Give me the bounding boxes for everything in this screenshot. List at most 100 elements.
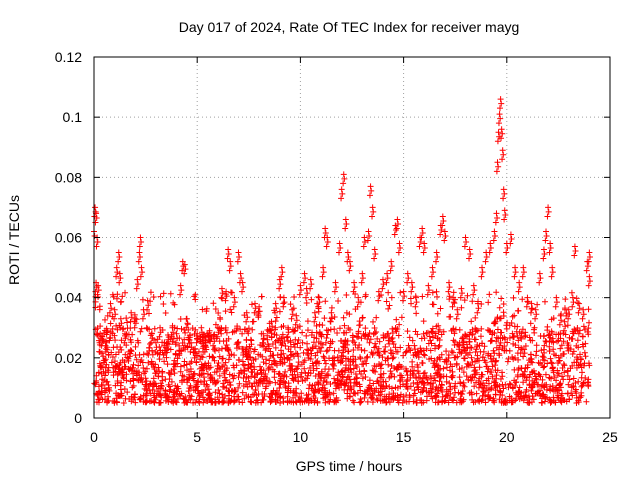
data-point — [366, 339, 373, 346]
data-point — [573, 295, 580, 302]
data-point — [339, 349, 346, 356]
data-point — [483, 254, 490, 261]
data-point — [373, 329, 380, 336]
data-point — [290, 341, 297, 348]
data-point — [493, 334, 500, 341]
data-point — [356, 399, 363, 406]
data-point — [581, 349, 588, 356]
data-point — [188, 368, 195, 375]
data-point — [293, 312, 300, 319]
data-point — [150, 375, 157, 382]
data-point — [392, 222, 399, 229]
data-point — [558, 399, 565, 406]
data-point — [361, 332, 368, 339]
data-point — [151, 394, 158, 401]
data-point — [164, 361, 171, 368]
data-point — [532, 352, 539, 359]
data-point — [494, 159, 501, 166]
data-point — [335, 372, 342, 379]
data-point — [283, 373, 290, 380]
data-point — [481, 357, 488, 364]
data-point — [479, 354, 486, 361]
data-point — [126, 353, 133, 360]
data-point — [145, 310, 152, 317]
data-point — [165, 341, 172, 348]
data-point — [243, 309, 250, 316]
data-point — [550, 315, 557, 322]
data-point — [112, 337, 119, 344]
data-point — [343, 291, 350, 298]
data-point — [113, 398, 120, 405]
data-point — [451, 354, 458, 361]
data-point — [521, 350, 528, 357]
data-point — [532, 306, 539, 313]
data-point — [571, 252, 578, 259]
data-point — [548, 338, 555, 345]
data-point — [371, 246, 378, 253]
data-point — [464, 292, 471, 299]
data-point — [315, 303, 322, 310]
data-point — [324, 331, 331, 338]
data-point — [371, 255, 378, 262]
data-point — [236, 254, 243, 261]
data-point — [132, 315, 139, 322]
data-point — [541, 298, 548, 305]
data-point — [537, 360, 544, 367]
data-point — [339, 374, 346, 381]
data-point — [541, 251, 548, 258]
data-point — [546, 249, 553, 256]
data-point — [339, 190, 346, 197]
data-point — [479, 269, 486, 276]
data-point — [264, 336, 271, 343]
data-point — [278, 264, 285, 271]
data-point — [167, 386, 174, 393]
data-point — [520, 379, 527, 386]
x-tick-label: 20 — [499, 429, 515, 445]
data-point — [231, 294, 238, 301]
data-point — [435, 385, 442, 392]
data-point — [299, 339, 306, 346]
data-point — [142, 399, 149, 406]
data-point — [268, 318, 275, 325]
data-point — [245, 361, 252, 368]
data-point — [272, 309, 279, 316]
data-point — [506, 334, 513, 341]
data-point — [263, 345, 270, 352]
data-point — [447, 383, 454, 390]
data-point — [576, 305, 583, 312]
data-point — [225, 251, 232, 258]
data-point — [343, 379, 350, 386]
data-point — [231, 393, 238, 400]
data-point — [230, 375, 237, 382]
x-axis-label: GPS time / hours — [296, 458, 403, 474]
data-point — [547, 240, 554, 247]
data-point — [101, 316, 108, 323]
data-point — [478, 397, 485, 404]
data-point — [198, 364, 205, 371]
data-point — [557, 380, 564, 387]
data-point — [374, 397, 381, 404]
data-point — [468, 391, 475, 398]
data-point — [557, 312, 564, 319]
data-point — [153, 383, 160, 390]
data-point — [518, 365, 525, 372]
data-point — [329, 355, 336, 362]
data-point — [334, 329, 341, 336]
data-point — [333, 284, 340, 291]
data-point — [565, 315, 572, 322]
data-point — [369, 399, 376, 406]
data-point — [459, 290, 466, 297]
data-point — [383, 279, 390, 286]
data-point — [312, 314, 319, 321]
data-point — [369, 213, 376, 220]
data-point — [476, 364, 483, 371]
data-point — [323, 348, 330, 355]
data-point — [273, 305, 280, 312]
data-point — [544, 323, 551, 330]
data-point — [302, 376, 309, 383]
data-point — [533, 342, 540, 349]
data-point — [501, 190, 508, 197]
data-point — [518, 389, 525, 396]
data-point — [122, 351, 129, 358]
data-point — [450, 299, 457, 306]
